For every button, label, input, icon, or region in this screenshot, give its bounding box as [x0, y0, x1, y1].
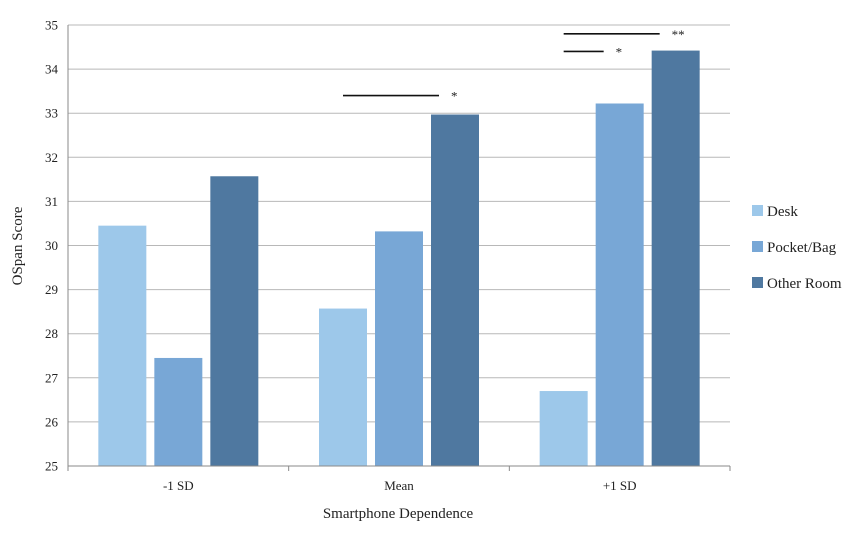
y-tick-label: 30 — [45, 238, 58, 253]
x-tick-label: -1 SD — [163, 478, 194, 493]
significance-label: ** — [672, 27, 685, 42]
y-tick-label: 27 — [45, 370, 59, 385]
legend-swatch — [752, 205, 763, 216]
x-tick-labels: -1 SD Mean +1 SD — [163, 478, 637, 493]
legend-label: Pocket/Bag — [767, 240, 837, 256]
y-axis-title: OSpan Score — [10, 206, 26, 285]
y-tick-label: 28 — [45, 326, 58, 341]
x-tick-label: +1 SD — [603, 478, 637, 493]
legend-label: Desk — [767, 204, 798, 220]
legend-label: Other Room — [767, 276, 842, 292]
y-tick-labels: 25 26 27 28 29 30 31 32 33 34 35 — [45, 18, 59, 474]
significance-label: * — [451, 89, 458, 104]
significance-label: * — [616, 44, 623, 59]
bar-pocket-bag-1 — [375, 231, 423, 466]
y-tick-label: 33 — [45, 106, 58, 121]
bar-other-room-0 — [210, 176, 259, 466]
y-tick-label: 31 — [45, 194, 58, 209]
axes — [67, 25, 731, 471]
bar-other-room-2 — [651, 50, 700, 466]
x-axis-title: Smartphone Dependence — [323, 506, 474, 522]
bar-pocket-bag-0 — [154, 357, 203, 466]
y-tick-label: 26 — [45, 414, 59, 429]
bar-desk-2 — [539, 391, 588, 466]
legend: Desk Pocket/Bag Other Room — [752, 204, 842, 292]
y-tick-label: 32 — [45, 150, 58, 165]
legend-swatch — [752, 241, 763, 252]
bar-other-room-1 — [431, 114, 479, 466]
y-tick-label: 35 — [45, 18, 58, 33]
legend-swatch — [752, 277, 763, 288]
bar-pocket-bag-2 — [595, 103, 644, 467]
bar-desk-1 — [319, 308, 367, 466]
significance-markers: **** — [343, 27, 685, 104]
y-tick-label: 29 — [45, 282, 58, 297]
x-tick-label: Mean — [384, 478, 414, 493]
y-tick-label: 34 — [45, 62, 59, 77]
y-tick-label: 25 — [45, 459, 58, 474]
bars — [98, 50, 700, 467]
bar-desk-0 — [98, 225, 147, 466]
